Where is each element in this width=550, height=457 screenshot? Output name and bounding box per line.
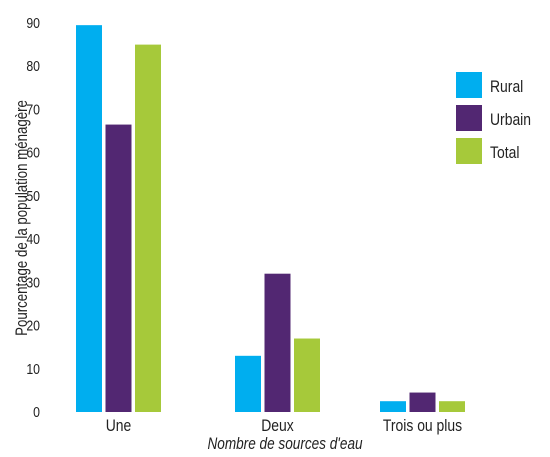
y-axis-ticks: 0 10 20 30 40 50 60 70 80 90	[26, 15, 40, 420]
x-tick-label: Une	[106, 417, 132, 436]
bar-total-1	[135, 44, 161, 412]
y-tick-label: 10	[26, 361, 40, 377]
bar-rural-1	[76, 25, 102, 413]
bar-total-3	[439, 401, 465, 412]
x-tick-label: Trois ou plus	[383, 417, 462, 436]
legend-label: Urbain	[490, 111, 531, 130]
legend-label: Total	[490, 144, 519, 163]
x-axis-label: Nombre de sources d'eau	[207, 435, 363, 454]
bar-rural-3	[380, 401, 406, 412]
legend: Rural Urbain Total	[456, 72, 531, 164]
y-tick-label: 80	[26, 58, 40, 74]
legend-swatch-rural	[456, 72, 482, 98]
bar-rural-2	[235, 355, 261, 412]
y-tick-label: 40	[26, 231, 40, 247]
legend-swatch-urbain	[456, 105, 482, 131]
y-tick-label: 20	[26, 317, 40, 333]
y-tick-label: 30	[26, 274, 40, 290]
y-tick-label: 90	[26, 15, 40, 31]
y-tick-label: 60	[26, 145, 40, 161]
bar-urbain-3	[409, 392, 436, 412]
bar-urbain-1	[105, 124, 132, 413]
y-tick-label: 70	[26, 101, 40, 117]
x-tick-label: Deux	[261, 417, 294, 436]
bar-urbain-2	[264, 273, 291, 412]
y-axis-label: Pourcentage de la population ménagère	[13, 100, 32, 336]
legend-swatch-total	[456, 138, 482, 164]
bar-total-2	[294, 338, 320, 412]
y-tick-label: 50	[26, 188, 40, 204]
legend-label: Rural	[490, 78, 523, 97]
bars	[76, 25, 465, 413]
y-tick-label: 0	[33, 404, 40, 420]
x-axis-ticks: Une Deux Trois ou plus	[106, 417, 463, 436]
